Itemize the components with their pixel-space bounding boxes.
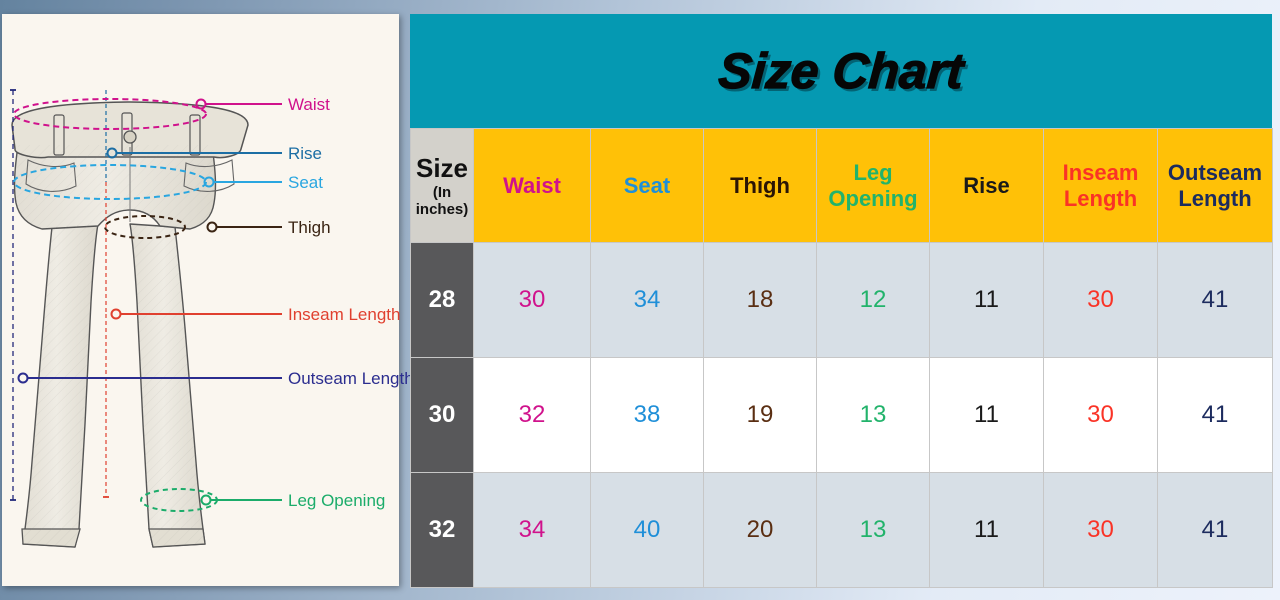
svg-text:Waist: Waist [288, 95, 330, 114]
svg-text:Rise: Rise [288, 144, 322, 163]
svg-text:Thigh: Thigh [288, 218, 331, 237]
svg-text:Outseam Length: Outseam Length [288, 369, 414, 388]
svg-text:Inseam Length: Inseam Length [288, 305, 400, 324]
svg-text:Leg Opening: Leg Opening [288, 491, 385, 510]
svg-text:Seat: Seat [288, 173, 323, 192]
